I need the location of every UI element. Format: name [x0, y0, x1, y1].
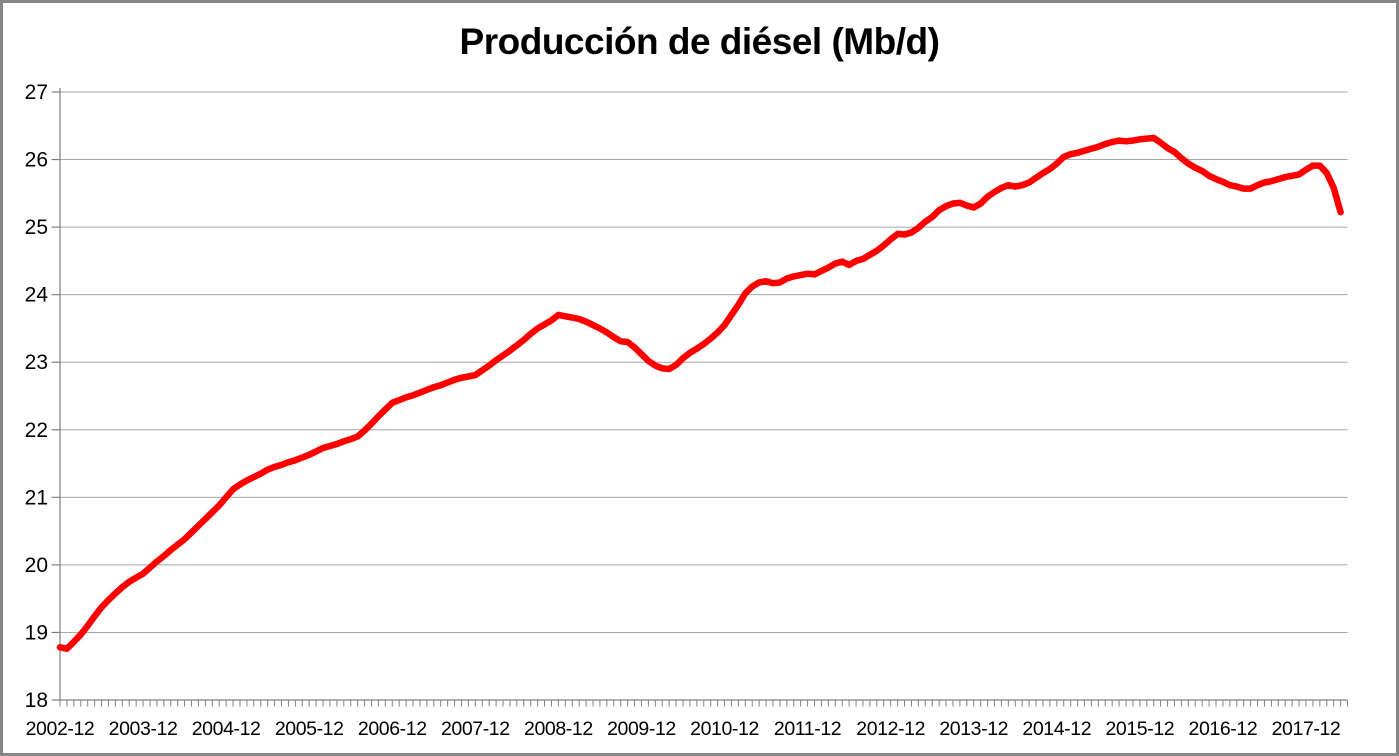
x-tick-label-2006-12: 2006-12 [358, 718, 427, 740]
x-tick-label-2010-12: 2010-12 [690, 718, 759, 740]
x-tick-label-2013-12: 2013-12 [939, 718, 1008, 740]
x-tick-label-2002-12: 2002-12 [26, 718, 95, 740]
gridlines [60, 91, 1348, 633]
y-tick-label-20: 20 [25, 554, 48, 577]
y-tick-label-26: 26 [25, 149, 48, 172]
chart-title: Producción de diésel (Mb/d) [459, 21, 940, 62]
x-tick-label-2008-12: 2008-12 [524, 718, 593, 740]
y-tick-label-19: 19 [25, 621, 48, 644]
y-axis-ticks [51, 91, 60, 701]
x-tick-label-2007-12: 2007-12 [441, 718, 510, 740]
x-tick-label-2012-12: 2012-12 [856, 718, 925, 740]
x-tick-label-2017-12: 2017-12 [1272, 718, 1341, 740]
y-axis-labels: 18 19 20 21 22 23 24 25 26 27 [25, 81, 49, 712]
y-tick-label-22: 22 [25, 419, 48, 442]
x-tick-label-2004-12: 2004-12 [192, 718, 261, 740]
x-tick-label-2015-12: 2015-12 [1105, 718, 1174, 740]
x-tick-label-2016-12: 2016-12 [1189, 718, 1258, 740]
y-tick-label-24: 24 [25, 284, 49, 307]
y-tick-label-18: 18 [25, 689, 48, 712]
x-axis-month-ticks [59, 700, 1349, 707]
x-tick-label-2003-12: 2003-12 [109, 718, 178, 740]
x-axis-labels: 2002-12 2003-12 2004-12 2005-12 2006-12 2007-… [26, 718, 1341, 740]
y-tick-label-25: 25 [25, 216, 48, 239]
y-tick-label-27: 27 [25, 81, 48, 104]
x-tick-label-2005-12: 2005-12 [275, 718, 344, 740]
y-tick-label-23: 23 [25, 351, 48, 374]
x-tick-label-2011-12: 2011-12 [774, 718, 841, 740]
x-tick-label-2009-12: 2009-12 [607, 718, 676, 740]
line-chart-plot: 18 19 20 21 22 23 24 25 26 27 2002-12 2003-12 2004-1… [25, 81, 1349, 740]
x-tick-label-2014-12: 2014-12 [1022, 718, 1091, 740]
y-tick-label-21: 21 [25, 486, 48, 509]
diesel-production-line [56, 134, 1344, 652]
